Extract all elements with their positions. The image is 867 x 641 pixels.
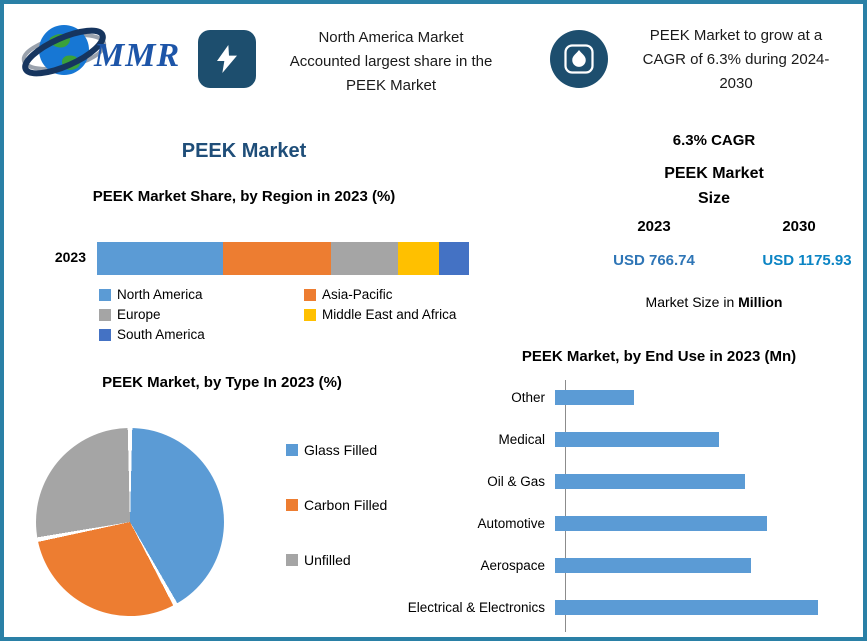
market-value-2023: USD 766.74 xyxy=(613,252,695,269)
logo-text: MMR xyxy=(93,37,180,74)
legend-item: South America xyxy=(99,327,304,342)
legend-swatch xyxy=(99,308,111,321)
market-value-2030: USD 1175.93 xyxy=(762,252,852,269)
year-2023-label: 2023 xyxy=(637,218,671,235)
region-bar-segment xyxy=(223,242,332,275)
enduse-track xyxy=(555,431,855,447)
enduse-label: Aerospace xyxy=(480,557,545,573)
enduse-axis-line xyxy=(565,380,566,632)
region-chart-title: PEEK Market Share, by Region in 2023 (%) xyxy=(92,188,396,205)
region-axis-label: 2023 xyxy=(54,249,86,265)
lightning-icon xyxy=(217,45,237,73)
legend-item: Asia-Pacific xyxy=(304,287,471,302)
legend-label: North America xyxy=(117,287,203,302)
headline-left: North America Market Accounted largest s… xyxy=(289,29,493,94)
enduse-row: Other xyxy=(397,376,855,418)
enduse-row: Automotive xyxy=(397,502,855,544)
headline-right: PEEK Market to grow at a CAGR of 6.3% du… xyxy=(642,27,830,92)
enduse-bar xyxy=(555,431,720,447)
type-legend: Glass Filled Carbon Filled Unfilled xyxy=(286,442,387,568)
page-title: PEEK Market xyxy=(181,140,307,162)
legend-item: Middle East and Africa xyxy=(304,307,471,322)
enduse-row: Aerospace xyxy=(397,544,855,586)
market-size-heading: PEEK Market Size xyxy=(664,165,764,207)
size-note-prefix: Market Size in xyxy=(645,294,739,310)
legend-label: Middle East and Africa xyxy=(322,307,457,322)
legend-swatch xyxy=(99,328,111,341)
enduse-bar xyxy=(555,557,752,573)
legend-swatch xyxy=(99,288,111,301)
lightning-badge xyxy=(198,30,256,88)
mmr-logo-graphic: MMR xyxy=(21,25,180,77)
mmr-logo: MMR xyxy=(20,12,192,90)
enduse-chart-title: PEEK Market, by End Use in 2023 (Mn) xyxy=(521,348,797,365)
legend-swatch xyxy=(286,499,298,511)
size-note-unit: Million xyxy=(738,294,783,310)
type-chart-title: PEEK Market, by Type In 2023 (%) xyxy=(102,374,342,391)
legend-item: Glass Filled xyxy=(286,442,387,458)
legend-swatch xyxy=(304,288,316,301)
legend-label: South America xyxy=(117,327,205,342)
region-legend: North America Asia-Pacific Europe Middle Ea… xyxy=(99,287,471,342)
logo-ring-navy xyxy=(22,27,106,77)
legend-item: Carbon Filled xyxy=(286,497,387,513)
enduse-bar xyxy=(555,515,768,531)
type-pie xyxy=(36,428,224,616)
enduse-bar xyxy=(555,389,635,405)
enduse-bar xyxy=(555,473,746,489)
enduse-track xyxy=(555,389,855,405)
flame-icon xyxy=(564,44,594,74)
legend-label: Europe xyxy=(117,307,161,322)
enduse-row: Oil & Gas xyxy=(397,460,855,502)
region-bar-segment xyxy=(398,242,440,275)
region-bar-segment xyxy=(439,242,469,275)
enduse-track xyxy=(555,557,855,573)
legend-swatch xyxy=(286,554,298,566)
legend-swatch xyxy=(286,444,298,456)
legend-label: Carbon Filled xyxy=(304,497,388,513)
region-bar-segment xyxy=(331,242,399,275)
legend-item: Europe xyxy=(99,307,304,322)
enduse-track xyxy=(555,473,855,489)
legend-item: North America xyxy=(99,287,304,302)
enduse-row: Electrical & Electronics xyxy=(397,586,855,628)
market-size-note: Market Size in Million xyxy=(569,294,859,310)
year-2030-label: 2030 xyxy=(782,218,816,235)
enduse-label: Oil & Gas xyxy=(487,473,545,489)
enduse-label: Automotive xyxy=(477,515,545,531)
cagr-label: 6.3% CAGR xyxy=(672,132,756,149)
enduse-label: Electrical & Electronics xyxy=(407,599,545,615)
legend-label: Unfilled xyxy=(304,552,351,568)
enduse-bar xyxy=(555,599,818,615)
region-bar-segment xyxy=(97,242,224,275)
enduse-rows: Other Medical Oil & Gas Automotive Aerospace… xyxy=(397,376,855,628)
region-bar xyxy=(97,242,469,275)
enduse-track xyxy=(555,599,855,615)
legend-label: Glass Filled xyxy=(304,442,378,458)
legend-label: Asia-Pacific xyxy=(322,287,393,302)
enduse-row: Medical xyxy=(397,418,855,460)
flame-badge xyxy=(550,30,608,88)
enduse-label: Medical xyxy=(498,431,545,447)
enduse-track xyxy=(555,515,855,531)
enduse-label: Other xyxy=(511,389,545,405)
legend-swatch xyxy=(304,308,316,321)
legend-item: Unfilled xyxy=(286,552,387,568)
